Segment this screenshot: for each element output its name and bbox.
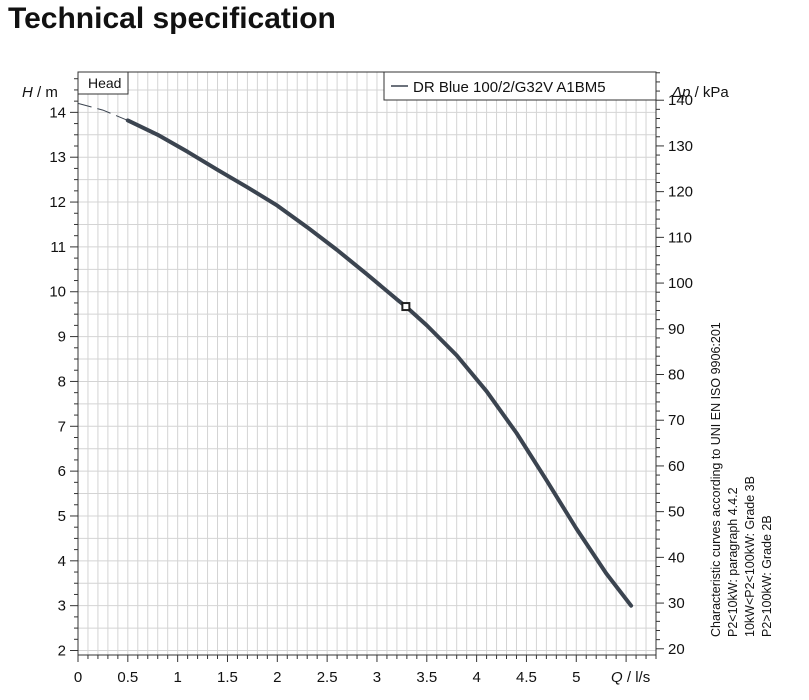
y-right-tick-label: 30 [668, 595, 685, 612]
y-right-var: Δp [671, 84, 690, 101]
x-unit: l/s [635, 669, 650, 686]
y-left-var: H [22, 84, 33, 101]
y-left-tick-label: 7 [58, 418, 66, 435]
y-right-tick-label: 50 [668, 504, 685, 521]
y-right-tick-label: 80 [668, 366, 685, 383]
y-left-tick-labels: 2 3 4 5 6 7 8 9 10 11 12 13 14 [49, 104, 66, 659]
y-right-tick-label: 40 [668, 549, 685, 566]
note-line-2: P2<10kW: paragraph 4.4.2 [726, 487, 740, 637]
y-right-tick-labels: 20 30 40 50 60 70 80 90 100 110 120 130 140 [668, 92, 693, 658]
y-right-tick-label: 70 [668, 412, 685, 429]
y-right-tick-label: 120 [668, 184, 693, 201]
y-right-tick-label: 100 [668, 275, 693, 292]
y-left-tick-label: 12 [49, 194, 66, 211]
y-right-tick-label: 140 [668, 92, 693, 109]
x-tick-label: 0 [74, 669, 82, 686]
y-right-sep: / [690, 84, 703, 101]
note-line-4: P2>100kW: Grade 2B [760, 515, 774, 637]
x-tick-label: 1 [173, 669, 181, 686]
y-left-unit: m [45, 84, 58, 101]
y-left-tick-label: 8 [58, 373, 66, 390]
y-left-tick-label: 13 [49, 149, 66, 166]
legend-entry: DR Blue 100/2/G32V A1BM5 [413, 79, 606, 96]
legend-box [383, 71, 657, 101]
operating-point-marker [401, 302, 411, 312]
y-right-tick-label: 110 [668, 229, 692, 246]
plot-frame [77, 71, 657, 656]
y-left-tick-label: 9 [58, 329, 66, 346]
y-right-tick-label: 60 [668, 458, 685, 475]
y-left-tick-label: 5 [58, 508, 66, 525]
y-left-tick-label: 6 [58, 463, 66, 480]
x-tick-label: 3.5 [416, 669, 437, 686]
y-left-tick-label: 2 [58, 643, 66, 660]
page-title: Technical specification [8, 2, 336, 35]
y-left-tick-label: 11 [50, 239, 66, 256]
x-tick-label: 1.5 [217, 669, 238, 686]
x-tick-label: 4 [472, 669, 480, 686]
axis-ticks [70, 72, 664, 662]
y-right-unit: kPa [703, 84, 730, 101]
y-left-sep: / [33, 84, 46, 101]
x-tick-label: 3 [373, 669, 381, 686]
y-right-tick-label: 20 [668, 641, 685, 658]
y-right-tick-label: 90 [668, 321, 685, 338]
series-line [125, 118, 634, 608]
x-tick-label: 0.5 [117, 669, 138, 686]
y-right-tick-label: 130 [668, 138, 693, 155]
characteristic-curves-note: Characteristic curves according to UNI E… [709, 319, 774, 637]
legend: DR Blue 100/2/G32V A1BM5 [383, 71, 657, 101]
panel-label: Head [88, 75, 121, 91]
panel-label-box [77, 71, 129, 95]
series-layer [77, 102, 634, 608]
y-left-tick-label: 4 [58, 553, 66, 570]
y-left-tick-label: 3 [58, 598, 66, 615]
x-tick-label: 4.5 [516, 669, 537, 686]
y-right-axis-label: Δp / kPa [671, 84, 729, 101]
y-left-axis-label: H / m [22, 84, 58, 101]
series-extrapolated-segment [77, 102, 128, 121]
y-left-tick-label: 14 [49, 104, 66, 121]
x-tick-label: 2 [273, 669, 281, 686]
x-tick-label: 2.5 [317, 669, 338, 686]
x-tick-labels: 0 0.5 1 1.5 2 2.5 3 3.5 4 4.5 5 [74, 669, 581, 686]
x-axis-label: Q / l/s [611, 669, 650, 686]
note-line-3: 10kW<P2<100kW: Grade 3B [743, 476, 757, 637]
x-tick-label: 5 [572, 669, 580, 686]
chart-grid [78, 72, 656, 655]
x-var: Q [611, 669, 623, 686]
note-line-1: Characteristic curves according to UNI E… [709, 322, 723, 637]
y-left-tick-label: 10 [49, 284, 66, 301]
x-sep: / [623, 669, 636, 686]
